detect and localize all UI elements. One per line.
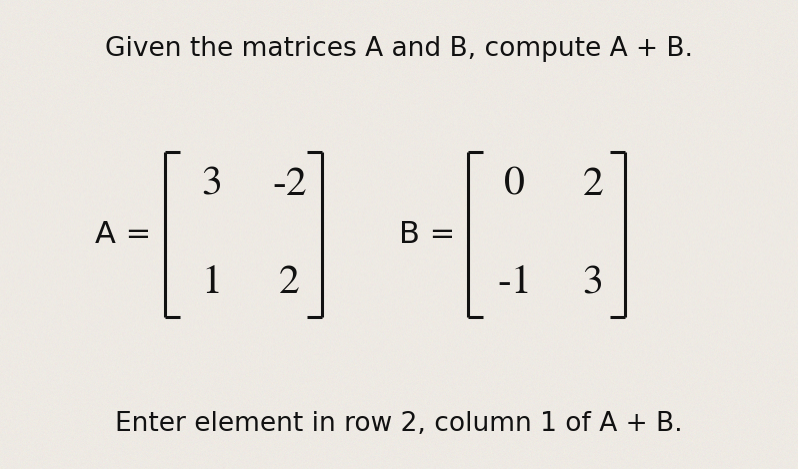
Text: 0: 0: [504, 166, 525, 204]
Text: 2: 2: [279, 265, 300, 303]
Text: A =: A =: [96, 220, 152, 249]
Text: Given the matrices A and B, compute A + B.: Given the matrices A and B, compute A + …: [105, 36, 693, 62]
Text: 3: 3: [201, 166, 222, 204]
Text: 2: 2: [583, 166, 603, 204]
Text: -1: -1: [497, 265, 532, 303]
Text: 1: 1: [201, 265, 222, 303]
Text: B =: B =: [399, 220, 455, 249]
Text: -2: -2: [272, 166, 307, 204]
Text: Enter element in row 2, column 1 of A + B.: Enter element in row 2, column 1 of A + …: [115, 411, 683, 438]
Text: 3: 3: [583, 265, 603, 303]
